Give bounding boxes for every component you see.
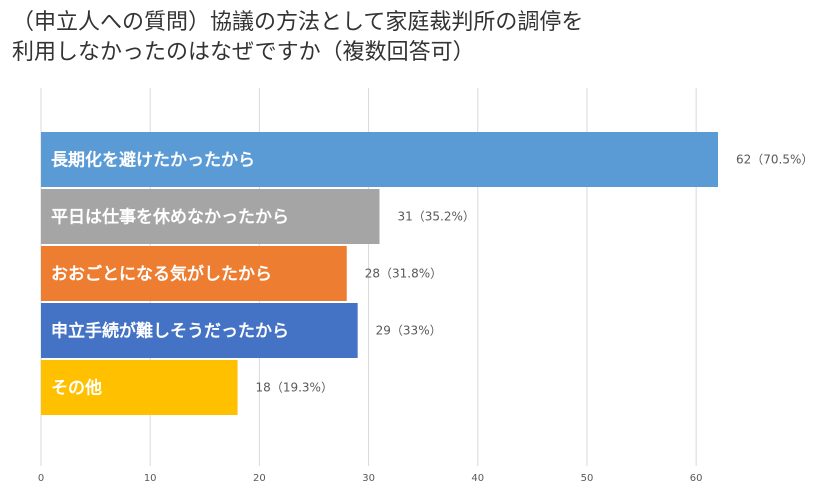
bar-category-label: その他: [51, 378, 102, 399]
x-tick-label: 30: [362, 473, 375, 484]
x-tick-label: 20: [253, 473, 266, 484]
bar-category-label: おおごとになる気がしたから: [51, 264, 272, 285]
bar: [41, 360, 238, 415]
bar-category-label: 平日は仕事を休めなかったから: [51, 207, 289, 228]
x-tick-label: 60: [690, 473, 703, 484]
bar-value-label: 29（33%）: [376, 324, 442, 338]
chart-title-line-2: 利用しなかったのはなぜですか（複数回答可）: [12, 40, 475, 65]
x-tick-label: 50: [581, 473, 594, 484]
bar-value-label: 18（19.3%）: [256, 381, 333, 395]
bar: [41, 246, 347, 301]
bar-value-label: 28（31.8%）: [365, 267, 442, 281]
x-tick-label: 10: [144, 473, 157, 484]
bar-value-label: 31（35.2%）: [398, 210, 475, 224]
chart-title-line-1: （申立人への質問）協議の方法として家庭裁判所の調停を: [12, 10, 584, 35]
bar-category-label: 申立手続が難しそうだったから: [51, 321, 289, 342]
bar: [41, 132, 718, 187]
bar-value-label: 62（70.5%）: [736, 153, 813, 167]
bar-category-label: 長期化を避けたかったから: [51, 150, 255, 171]
bar: [41, 189, 380, 244]
chart-title: （申立人への質問）協議の方法として家庭裁判所の調停を 利用しなかったのはなぜです…: [12, 8, 583, 68]
bar: [41, 303, 358, 358]
x-tick-label: 40: [471, 473, 484, 484]
x-tick-label: 0: [38, 473, 44, 484]
